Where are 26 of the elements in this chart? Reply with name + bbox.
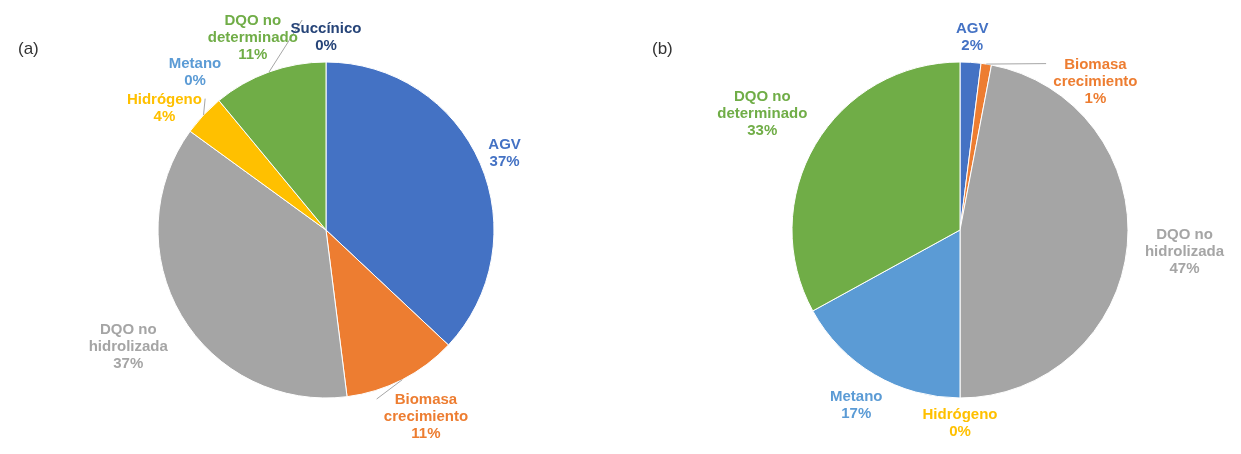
data-label: 17% <box>841 404 872 422</box>
data-label: 47% <box>1169 258 1200 276</box>
category-label: Metano <box>168 53 222 71</box>
data-label: 1% <box>1084 88 1107 106</box>
data-label: 4% <box>153 106 176 124</box>
text: 0% <box>949 422 971 439</box>
slice-label: Biomasa crecimiento <box>1053 54 1138 89</box>
slice-label: Biomasa crecimiento <box>383 390 469 424</box>
slice-label: DQO no hidrolizada <box>1144 224 1225 259</box>
slice-label: Metano <box>830 387 883 405</box>
data-label: 11% <box>411 424 441 441</box>
category-label: Hidrógeno <box>922 405 998 422</box>
text: (a) <box>18 39 39 58</box>
text: 0% <box>315 36 337 53</box>
data-label: 2% <box>961 35 984 53</box>
slice-label: AGV <box>488 134 521 152</box>
slice-label: AGV <box>955 18 989 36</box>
text: (b) <box>652 39 673 58</box>
data-label: 37% <box>489 151 520 169</box>
slice-label: DQO no hidrolizada <box>88 320 169 355</box>
text: 0% <box>184 70 206 88</box>
data-label: 33% <box>747 120 778 138</box>
data-label: 11% <box>238 45 268 62</box>
slice-label: Hidrógeno <box>126 89 202 107</box>
data-label: 37% <box>113 354 144 372</box>
slice-label: DQO no determinado <box>717 86 808 121</box>
